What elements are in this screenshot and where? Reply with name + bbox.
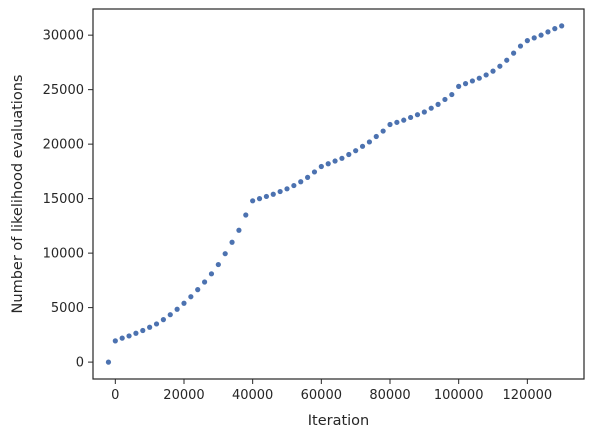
data-point <box>140 327 146 334</box>
data-point <box>462 81 469 87</box>
data-point <box>195 287 201 293</box>
data-point <box>359 143 366 149</box>
y-tick-label: 0 <box>76 356 84 371</box>
data-points <box>105 23 565 365</box>
data-point <box>524 38 530 44</box>
data-point <box>449 91 455 98</box>
x-axis-ticks: 0 20000 40000 60000 80000 100000 120000 <box>111 379 552 403</box>
x-tick-label: 20000 <box>163 388 204 403</box>
plot-frame <box>92 8 585 380</box>
data-point <box>188 294 194 300</box>
data-point <box>490 68 496 74</box>
data-point <box>119 335 125 341</box>
data-point <box>243 212 249 218</box>
data-point <box>256 196 263 202</box>
y-tick-label: 15000 <box>43 192 84 207</box>
data-point <box>201 279 208 285</box>
data-point <box>421 109 427 115</box>
data-point <box>229 239 235 245</box>
data-point <box>305 174 311 180</box>
data-point <box>105 359 112 365</box>
data-point <box>559 23 565 29</box>
data-point <box>353 148 359 154</box>
data-point <box>552 26 558 32</box>
data-point <box>270 191 276 197</box>
y-axis-ticks: 0 5000 10000 15000 20000 25000 30000 <box>43 29 93 371</box>
data-point <box>538 32 544 38</box>
data-point <box>497 63 503 69</box>
data-point <box>215 261 221 268</box>
data-point <box>284 186 290 192</box>
data-point <box>291 182 297 189</box>
data-point <box>174 306 180 312</box>
x-tick-label: 60000 <box>301 388 342 403</box>
data-point <box>339 155 345 161</box>
data-point <box>236 227 242 233</box>
data-point <box>126 333 132 339</box>
data-point <box>112 338 118 344</box>
data-point <box>408 114 414 121</box>
data-point <box>435 101 441 107</box>
data-point <box>469 78 476 84</box>
data-point <box>504 57 510 63</box>
data-point <box>476 75 482 81</box>
data-point <box>531 35 537 41</box>
data-point <box>346 151 352 158</box>
x-axis-label: Iteration <box>308 413 370 429</box>
data-point <box>332 158 338 164</box>
data-point <box>373 133 379 140</box>
data-point <box>311 169 318 175</box>
data-point <box>208 271 215 277</box>
data-point <box>511 50 517 56</box>
data-point <box>394 119 400 125</box>
y-tick-label: 20000 <box>43 138 84 153</box>
y-tick-label: 25000 <box>43 83 84 98</box>
data-point <box>147 324 153 330</box>
y-axis-label: Number of likelihood evaluations <box>10 75 26 314</box>
data-point <box>181 300 187 306</box>
data-point <box>222 251 228 257</box>
data-point <box>133 330 139 336</box>
data-point <box>483 72 489 78</box>
data-point <box>263 193 269 200</box>
data-point <box>380 128 386 134</box>
data-point <box>298 179 304 185</box>
data-point <box>414 112 421 118</box>
y-tick-label: 30000 <box>43 29 84 44</box>
x-tick-label: 40000 <box>232 388 273 403</box>
data-point <box>545 29 551 35</box>
x-tick-label: 80000 <box>369 388 410 403</box>
data-point <box>442 96 448 103</box>
data-point <box>456 83 462 89</box>
y-tick-label: 5000 <box>51 301 84 316</box>
x-tick-label: 120000 <box>503 388 553 403</box>
data-point <box>428 105 434 111</box>
data-point <box>387 121 393 128</box>
x-tick-label: 100000 <box>434 388 484 403</box>
data-point <box>318 163 324 170</box>
data-point <box>160 317 166 323</box>
data-point <box>517 43 524 49</box>
data-point <box>366 139 372 145</box>
data-point <box>325 161 331 167</box>
data-point <box>250 198 256 204</box>
data-point <box>401 117 407 123</box>
data-point <box>153 321 160 327</box>
data-point <box>167 312 173 318</box>
x-tick-label: 0 <box>111 388 119 403</box>
data-point <box>277 188 283 195</box>
y-tick-label: 10000 <box>43 247 84 262</box>
